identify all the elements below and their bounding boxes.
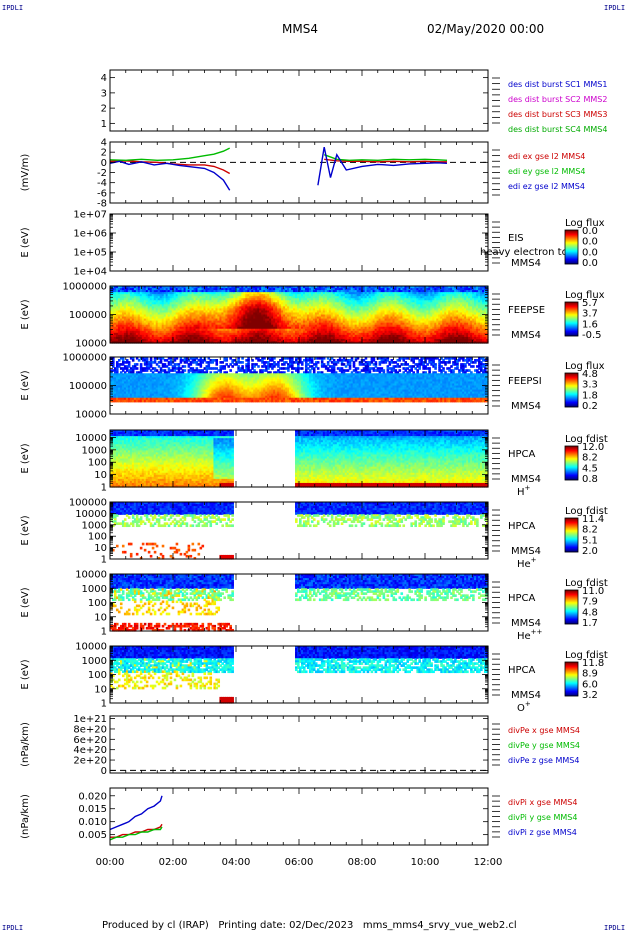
colorbar-tick-2-1: 0.0 [582,237,598,248]
corner-label-bottom-left: IPDLI [2,924,23,932]
colorbar-tick-2-0: 0.0 [582,226,598,237]
spacecraft-label-2: MMS4 [511,258,541,269]
y-tick-label-1-6: -8 [97,199,107,210]
y-tick-label-0-3: 1 [101,119,107,130]
colorbar-2 [565,230,578,264]
colorbar-tick-2-3: 0.0 [582,258,598,269]
y-tick-label-0-1: 3 [101,88,107,99]
panel-frame-2 [110,214,488,271]
y-tick-label-2-3: 1e+04 [73,267,107,278]
y-tick-label-0-0: 4 [101,73,107,84]
series-line-1-1-1 [324,155,447,161]
y-tick-label-2-0: 1e+07 [73,210,107,221]
legend-entry-0-2: des dist burst SC3 MMS3 [508,110,607,119]
y-axis-label-1: (mV/m) [20,154,31,192]
colorbar-tick-2-2: 0.0 [582,247,598,258]
legend-entry-1-2: edi ez gse l2 MMS4 [508,182,585,191]
y-tick-label-2-2: 1e+05 [73,248,107,259]
series-line-1-2-1 [318,147,447,185]
y-tick-label-0-2: 2 [101,104,107,115]
legend-entry-0-1: des dist burst SC2 MMS2 [508,95,607,104]
corner-label-bottom-right: IPDLI [604,924,625,932]
panel-frame-0 [110,70,488,131]
y-axis-label-2: E (eV) [20,227,31,257]
panel-frame-1 [110,142,488,203]
instrument-label-2: EIS [508,233,524,244]
series-line-1-1-0 [110,148,230,160]
y-tick-label-2-1: 1e+06 [73,229,107,240]
summary-plot: 4 3 2 1 des dist burst SC1 MMS1 des dist burs… [0,0,630,900]
legend-entry-1-0: edi ex gse l2 MMS4 [508,152,585,161]
legend-entry-1-1: edi ey gse l2 MMS4 [508,167,586,176]
spectrogram-3 [110,286,489,344]
legend-entry-0-0: des dist burst SC1 MMS1 [508,80,607,89]
legend-entry-0-3: des dist burst SC4 MMS4 [508,125,607,134]
